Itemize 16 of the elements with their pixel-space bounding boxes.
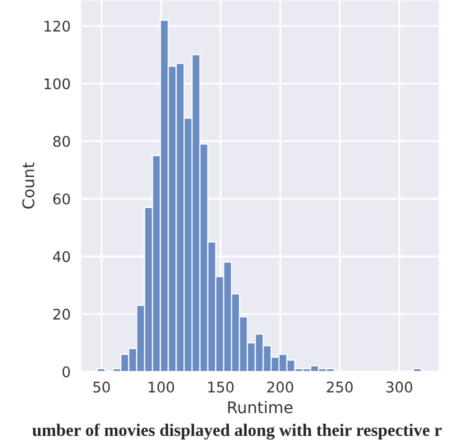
y-axis-title: Count: [22, 162, 34, 209]
y-tick-label: 80: [53, 136, 70, 147]
x-tick-label: 200: [267, 382, 294, 393]
y-tick-label: 100: [44, 78, 70, 90]
x-tick-label: 50: [93, 382, 110, 393]
y-tick-label: 0: [62, 366, 70, 378]
text: umber of movies displayed along with their respective r: [32, 424, 442, 440]
x-tick-label: 250: [326, 382, 353, 393]
x-tick-label: 150: [208, 382, 234, 393]
y-tick-label: 60: [53, 193, 70, 204]
x-axis-title: Runtime: [228, 400, 292, 414]
x-tick-label: 100: [148, 382, 174, 393]
y-tick-label: 40: [53, 251, 70, 262]
y-tick-label: 120: [44, 20, 70, 32]
y-tick-label: 20: [53, 308, 70, 320]
x-tick-label: 300: [386, 382, 412, 393]
